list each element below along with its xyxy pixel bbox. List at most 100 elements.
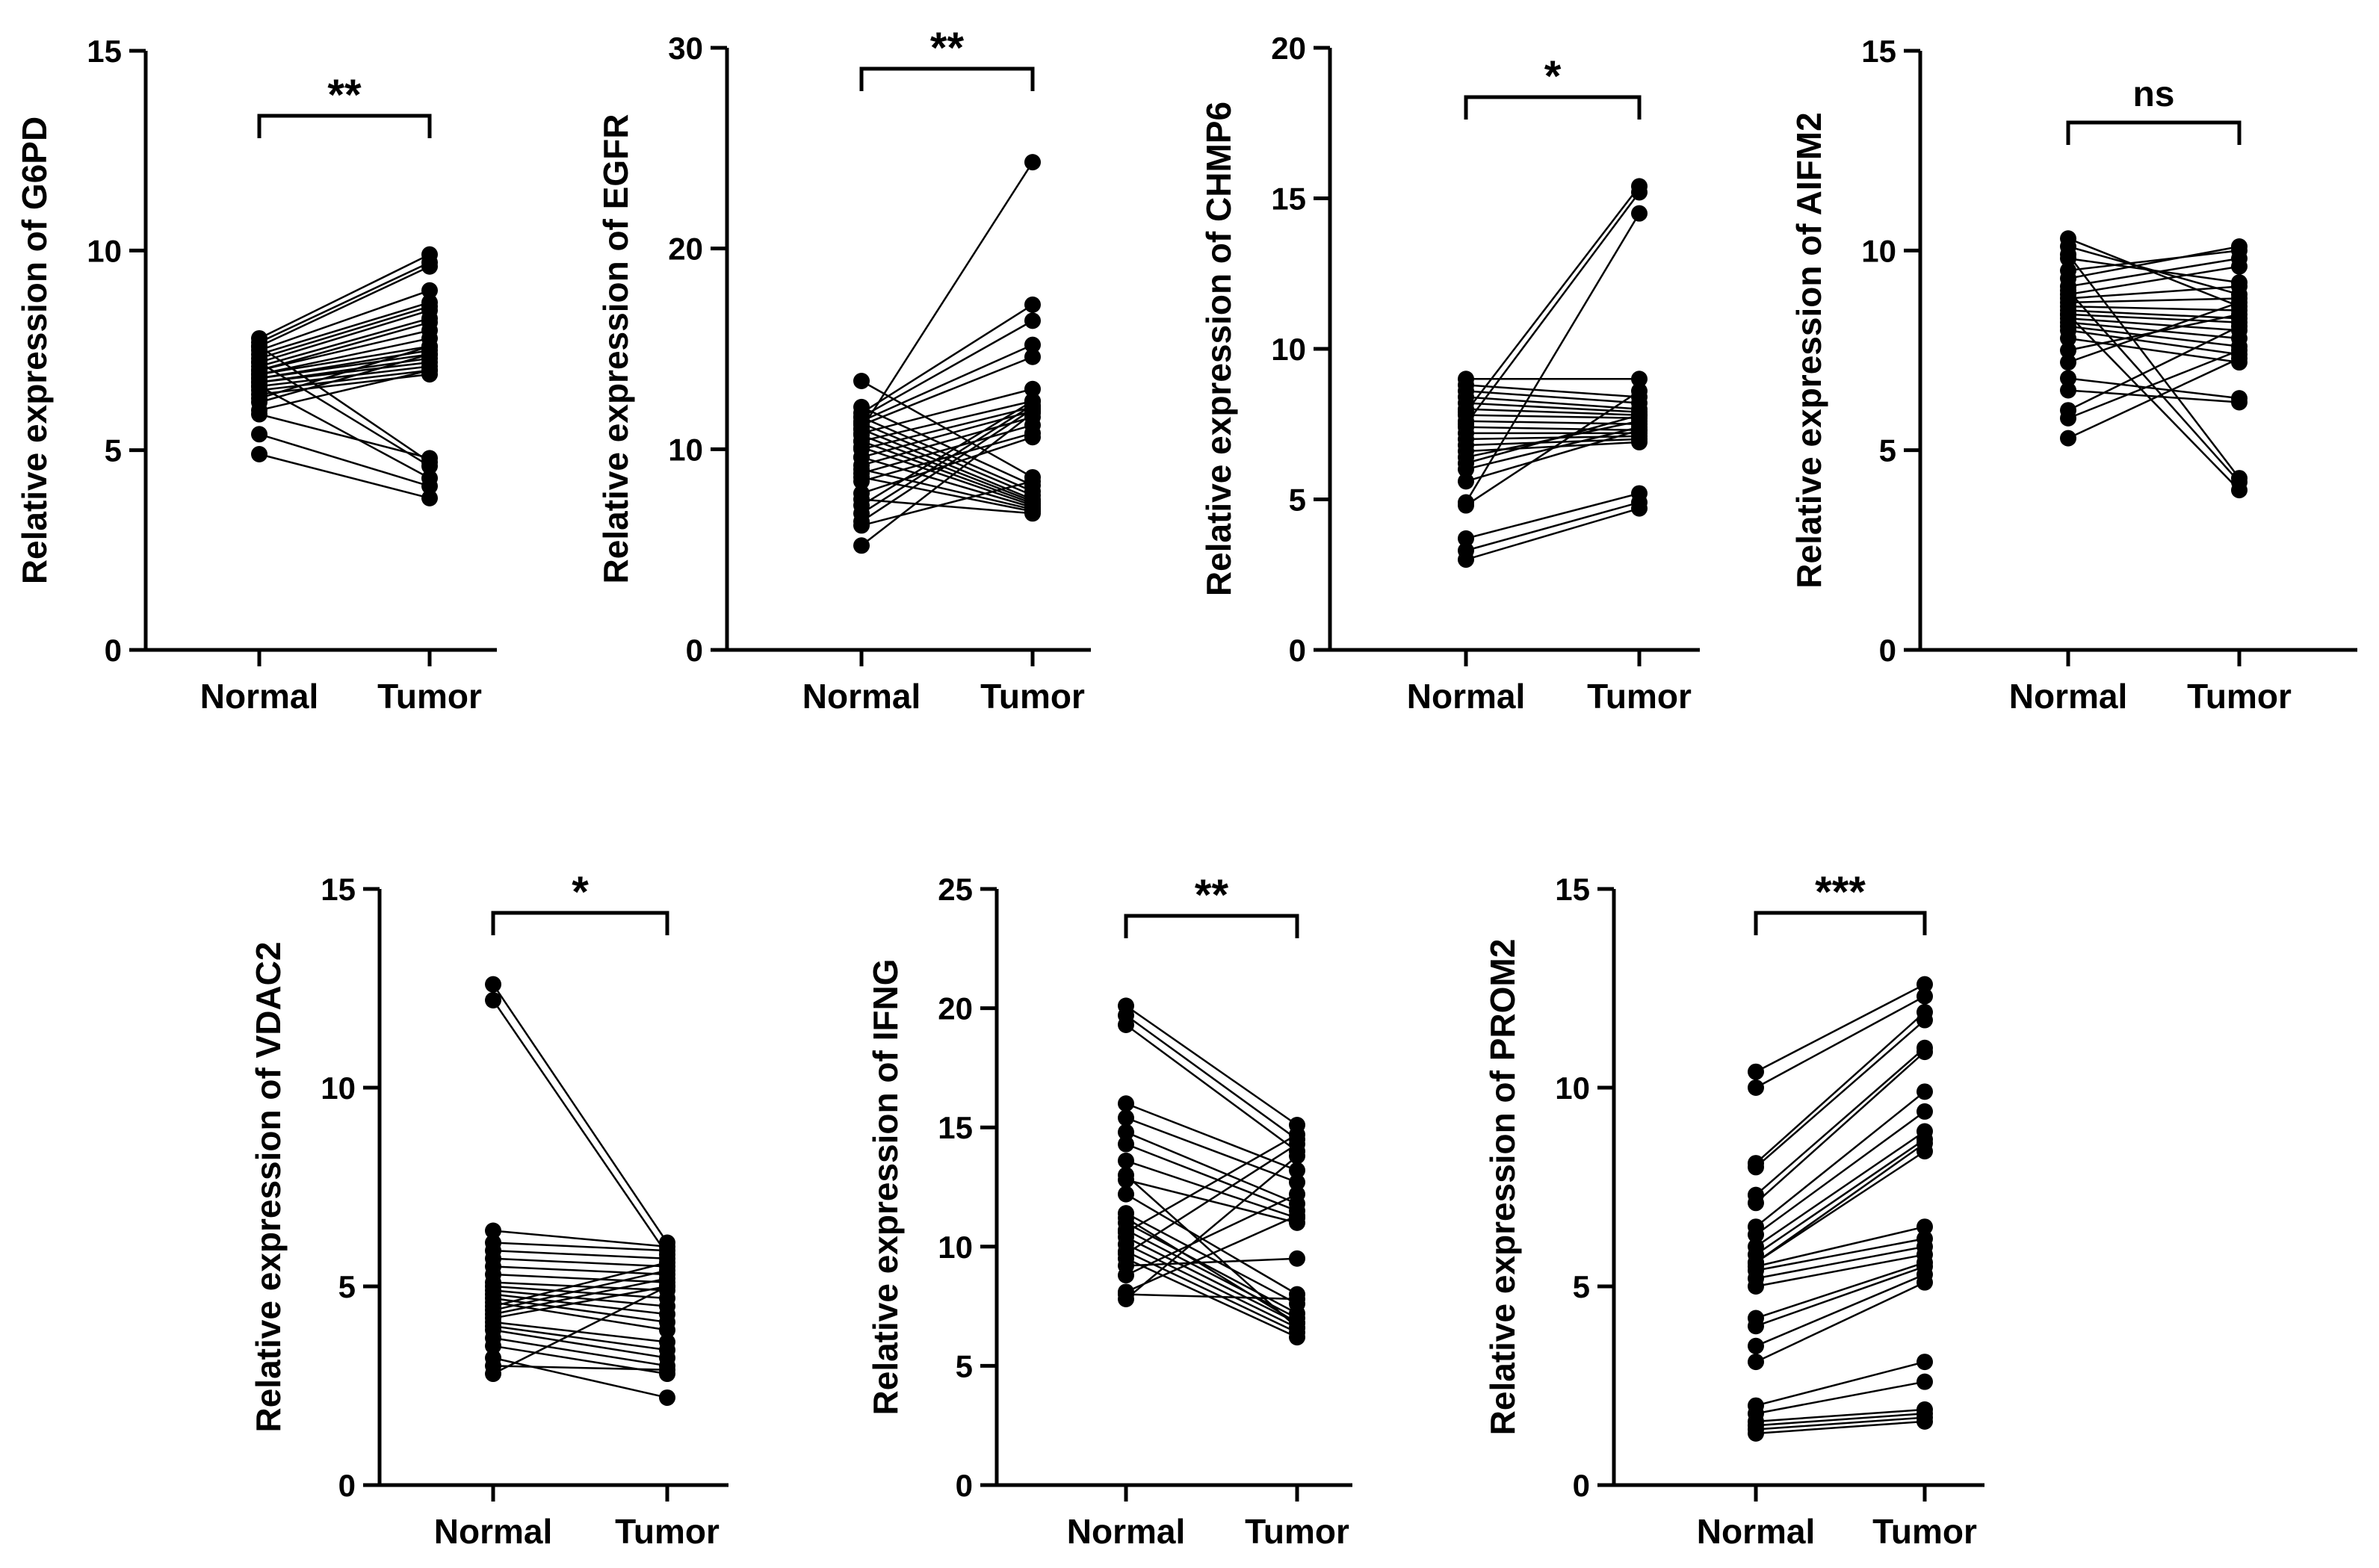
paired-line [259,369,430,412]
normal-point [485,1366,501,1383]
paired-line [492,983,669,1244]
paired-line [1125,1236,1298,1324]
normal-point [1458,473,1474,490]
y-tick-label: 15 [1861,34,1896,69]
paired-line [1755,1412,1925,1427]
paired-line [1125,1212,1298,1305]
y-tick-label: 10 [1861,233,1896,268]
paired-line [861,432,1033,483]
y-tick-label: 10 [1271,332,1306,367]
paired-line [1464,213,1641,503]
tumor-point [1024,312,1041,329]
paired-line [2067,265,2240,296]
tumor-point [1916,988,1933,1005]
tumor-point [2231,278,2247,295]
tumor-point [2231,238,2247,255]
y-tick-label: 5 [338,1269,356,1304]
normal-point [1748,1278,1764,1295]
normal-point [853,468,870,486]
paired-line [861,344,1033,422]
paired-lines [860,161,1034,547]
paired-line [492,1329,668,1359]
y-tick-label: 5 [956,1348,973,1383]
normal-point [853,449,870,466]
normal-point [853,517,870,534]
paired-line [1125,1005,1298,1127]
tumor-point [2231,258,2247,275]
tumor-point [1289,1319,1305,1336]
tumor-point [421,258,438,275]
significance-label: ** [1195,871,1229,920]
normal-point [2060,306,2076,323]
tumor-point [1289,1162,1305,1179]
paired-line [1755,1261,1925,1319]
y-axis-title: Relative expression of EGFR [596,114,635,584]
normal-point [251,338,267,355]
normal-point [485,991,501,1008]
tumor-point [1916,1274,1933,1291]
tumor-point [1289,1147,1305,1165]
x-category-label: Normal [1407,677,1525,716]
tumor-point [1289,1207,1305,1224]
tumor-point [1024,429,1041,446]
paired-line [1125,1155,1298,1300]
paired-line [1755,1091,1925,1228]
y-tick-label: 10 [87,233,122,268]
paired-line [1125,1014,1298,1141]
significance-label: ** [930,24,965,72]
tumor-point [1024,336,1041,353]
tumor-point [1289,1250,1305,1267]
tumor-point [2231,350,2247,367]
paired-line [861,356,1033,427]
paired-line [259,265,430,347]
paired-line [1125,1023,1298,1153]
tumor-point [1916,1354,1933,1371]
tumor-point [1916,1413,1933,1430]
y-tick-label: 0 [105,633,122,668]
y-tick-label: 0 [956,1468,973,1503]
paired-line [2067,305,2240,312]
tumor-point [1289,1186,1305,1203]
tumor-point [1916,1373,1933,1390]
paired-line [259,337,430,376]
paired-line [1465,414,1640,419]
normal-point [1118,1135,1134,1153]
paired-line [259,345,430,463]
paired-line [861,456,1033,509]
tumor-point [1289,1126,1305,1143]
normal-point [2060,246,2076,263]
normal-point [1118,1095,1134,1112]
paired-line [492,1336,668,1367]
paired-line [2067,325,2240,347]
x-category-label: Tumor [980,677,1085,716]
normal-point [1748,1159,1764,1176]
paired-line [1755,1142,1925,1264]
paired-line [1755,1254,1925,1288]
paired-line [1465,384,1640,398]
tumor-point [1916,1011,1933,1029]
x-category-label: Normal [802,677,921,716]
y-tick-label: 15 [87,34,122,69]
paired-line [1125,1174,1298,1329]
paired-line [259,345,430,400]
x-category-label: Normal [1067,1512,1185,1551]
paired-line [1755,1019,1925,1168]
normal-point [485,976,501,993]
normal-point [2060,382,2076,399]
paired-line [2067,257,2240,284]
normal-point [1748,1337,1764,1354]
paired-line [861,422,1033,497]
x-category-label: Tumor [1245,1512,1349,1551]
normal-point [2060,282,2076,299]
paired-line [2067,245,2240,279]
x-category-label: Tumor [377,677,482,716]
data-points [251,246,438,506]
tumor-point [2231,482,2247,499]
paired-line [492,1000,669,1256]
paired-line [259,353,430,403]
paired-line [1465,438,1640,447]
paired-line [861,434,1033,503]
normal-point [1748,1226,1764,1243]
paired-line [1465,390,1640,506]
paired-line [259,385,430,480]
